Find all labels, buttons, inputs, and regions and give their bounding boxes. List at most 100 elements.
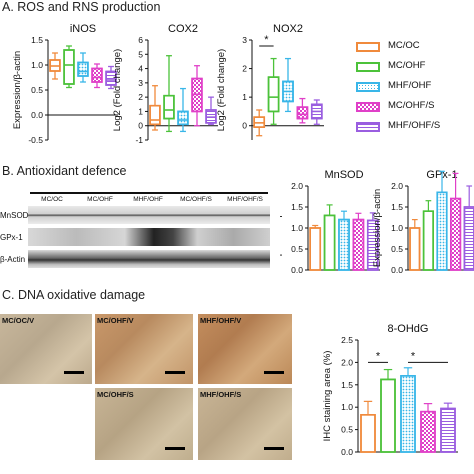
significance-star: * [376, 350, 381, 362]
legend-label: MC/OC [388, 40, 420, 51]
bar-bg [360, 414, 376, 453]
box [63, 49, 75, 85]
box [105, 70, 117, 86]
barchart-8ohdg: 8-OHdG 2.5 2.0 1.5 1.0 0.5 0.0 IHC staining are… [322, 323, 458, 457]
box [91, 67, 103, 83]
y-axis-label: Log2 (Fold change) [216, 49, 227, 131]
panel-c-barchart: 8-OHdG 2.5 2.0 1.5 1.0 0.5 0.0 IHC staining are… [322, 323, 458, 457]
bar-bg [309, 227, 322, 271]
y-tick-label: 6 [138, 35, 143, 45]
significance-star: * [411, 350, 416, 362]
section-a-title: A. ROS and RNS production [2, 0, 161, 14]
legend-label: MC/OHF/S [388, 100, 435, 111]
y-tick-label: 2.0 [391, 181, 403, 191]
box-bg [267, 76, 280, 113]
box [77, 61, 89, 77]
blot-row-label: β-Actin [0, 255, 26, 264]
micrograph-label: MC/OHF/S [97, 390, 134, 399]
bar [436, 191, 448, 271]
bar [463, 206, 474, 271]
bar [352, 218, 365, 271]
y-tick-label: 0 [138, 121, 143, 131]
blot-band-actin [28, 250, 270, 268]
bar [422, 210, 434, 271]
blot-band-mnsod [28, 206, 270, 224]
boxplot-cox2: COX2 6 5 4 3 2 1 0 -1 Log2 (Fold change) [112, 23, 218, 145]
chart-title: COX2 [168, 23, 198, 35]
chart-title: NOX2 [273, 23, 303, 35]
western-blot: MC/OC MC/OHF MHF/OHF MC/OHF/S MHF/OHF/S … [0, 192, 270, 272]
bar [309, 227, 322, 271]
micrograph-mc-ohf-s: MC/OHF/S [95, 388, 193, 460]
box [177, 110, 189, 126]
bar [323, 214, 336, 271]
y-tick-label: 1 [242, 92, 247, 102]
bar-bg [409, 227, 421, 271]
scale-bar [264, 371, 284, 374]
legend: MC/OC MC/OHF MHF/OHF MC/OHF/S MHF/OHF/S [356, 40, 474, 140]
y-tick-label: -1 [135, 135, 143, 145]
chart-title: iNOS [70, 23, 96, 35]
lane-header: MHF/OHF/S [227, 196, 263, 203]
boxplot-inos: iNOS 1.5 1.0 0.5 0.0 -0.5 Expression/β-actin [12, 23, 118, 145]
chart-title: 8-OHdG [388, 323, 429, 335]
scale-bar [165, 447, 185, 450]
bar [420, 410, 436, 453]
bar [380, 378, 396, 453]
y-tick-label: 1.0 [31, 60, 43, 70]
bar [338, 218, 350, 271]
y-tick-label: 2.0 [291, 181, 303, 191]
micrograph-label: MC/OHF/V [97, 316, 134, 325]
bar [366, 219, 379, 271]
legend-swatch [356, 122, 380, 132]
y-tick-label: 1.0 [391, 223, 403, 233]
y-axis-label: IHC staining area (%) [322, 351, 333, 442]
legend-label: MHF/OHF/S [388, 120, 441, 131]
lane-header: MC/OHF/S [180, 196, 212, 203]
legend-swatch [356, 62, 380, 72]
box-bg [163, 94, 175, 120]
blot-row-label: GPx-1 [0, 233, 23, 242]
micrograph-label: MC/OC/V [2, 316, 35, 325]
micrograph-label: MHF/OHF/S [200, 390, 242, 399]
blot-band-gpx1 [28, 228, 270, 246]
lane-header: MC/OHF [87, 196, 113, 203]
bar [440, 407, 456, 453]
barchart-mnsod: MnSOD 2.0 1.5 1.0 0.5 0.0 Expression/β-actin [280, 169, 380, 275]
y-tick-label: 0.0 [291, 265, 303, 275]
box-bg [63, 49, 75, 85]
y-tick-label: 0.5 [391, 244, 403, 254]
y-tick-label: 4 [138, 64, 143, 74]
y-tick-label: 3 [242, 35, 247, 45]
section-b-title: B. Antioxidant defence [2, 164, 127, 178]
y-tick-label: -0.5 [28, 135, 43, 145]
significance-star: * [264, 34, 269, 46]
y-axis-label: Expression/β-actin [12, 51, 23, 129]
y-tick-label: 0.5 [291, 244, 303, 254]
y-tick-label: 1.5 [291, 202, 303, 212]
bar-bg [380, 378, 396, 453]
bar [400, 375, 416, 453]
panel-a-boxplots: iNOS 1.5 1.0 0.5 0.0 -0.5 Expression/β-actin C… [12, 23, 324, 145]
boxplot-nox2: NOX2 3 2 1 0 Log2 (Fold change) * [216, 23, 324, 140]
y-tick-label: 5 [138, 49, 143, 59]
y-tick-label: 3 [138, 78, 143, 88]
y-axis-label: Expression/β-actin [280, 189, 283, 267]
y-tick-label: 1.5 [341, 380, 353, 390]
y-tick-label: 0.5 [341, 425, 353, 435]
blot-row-label: MnSOD [0, 211, 29, 220]
micrograph-mhf-ohf-s: MHF/OHF/S [198, 388, 292, 460]
y-tick-label: 2.5 [341, 335, 353, 345]
micrograph-mc-oc-v: MC/OC/V [0, 314, 92, 384]
y-tick-label: 0.0 [391, 265, 403, 275]
y-tick-label: 2 [138, 92, 143, 102]
scale-bar [64, 371, 84, 374]
legend-label: MC/OHF [388, 60, 426, 71]
y-tick-label: 0.0 [31, 110, 43, 120]
bar-bg [323, 214, 336, 271]
section-c-title: C. DNA oxidative damage [2, 288, 146, 302]
bar [360, 414, 376, 453]
legend-swatch [356, 42, 380, 52]
y-tick-label: 1.0 [291, 223, 303, 233]
